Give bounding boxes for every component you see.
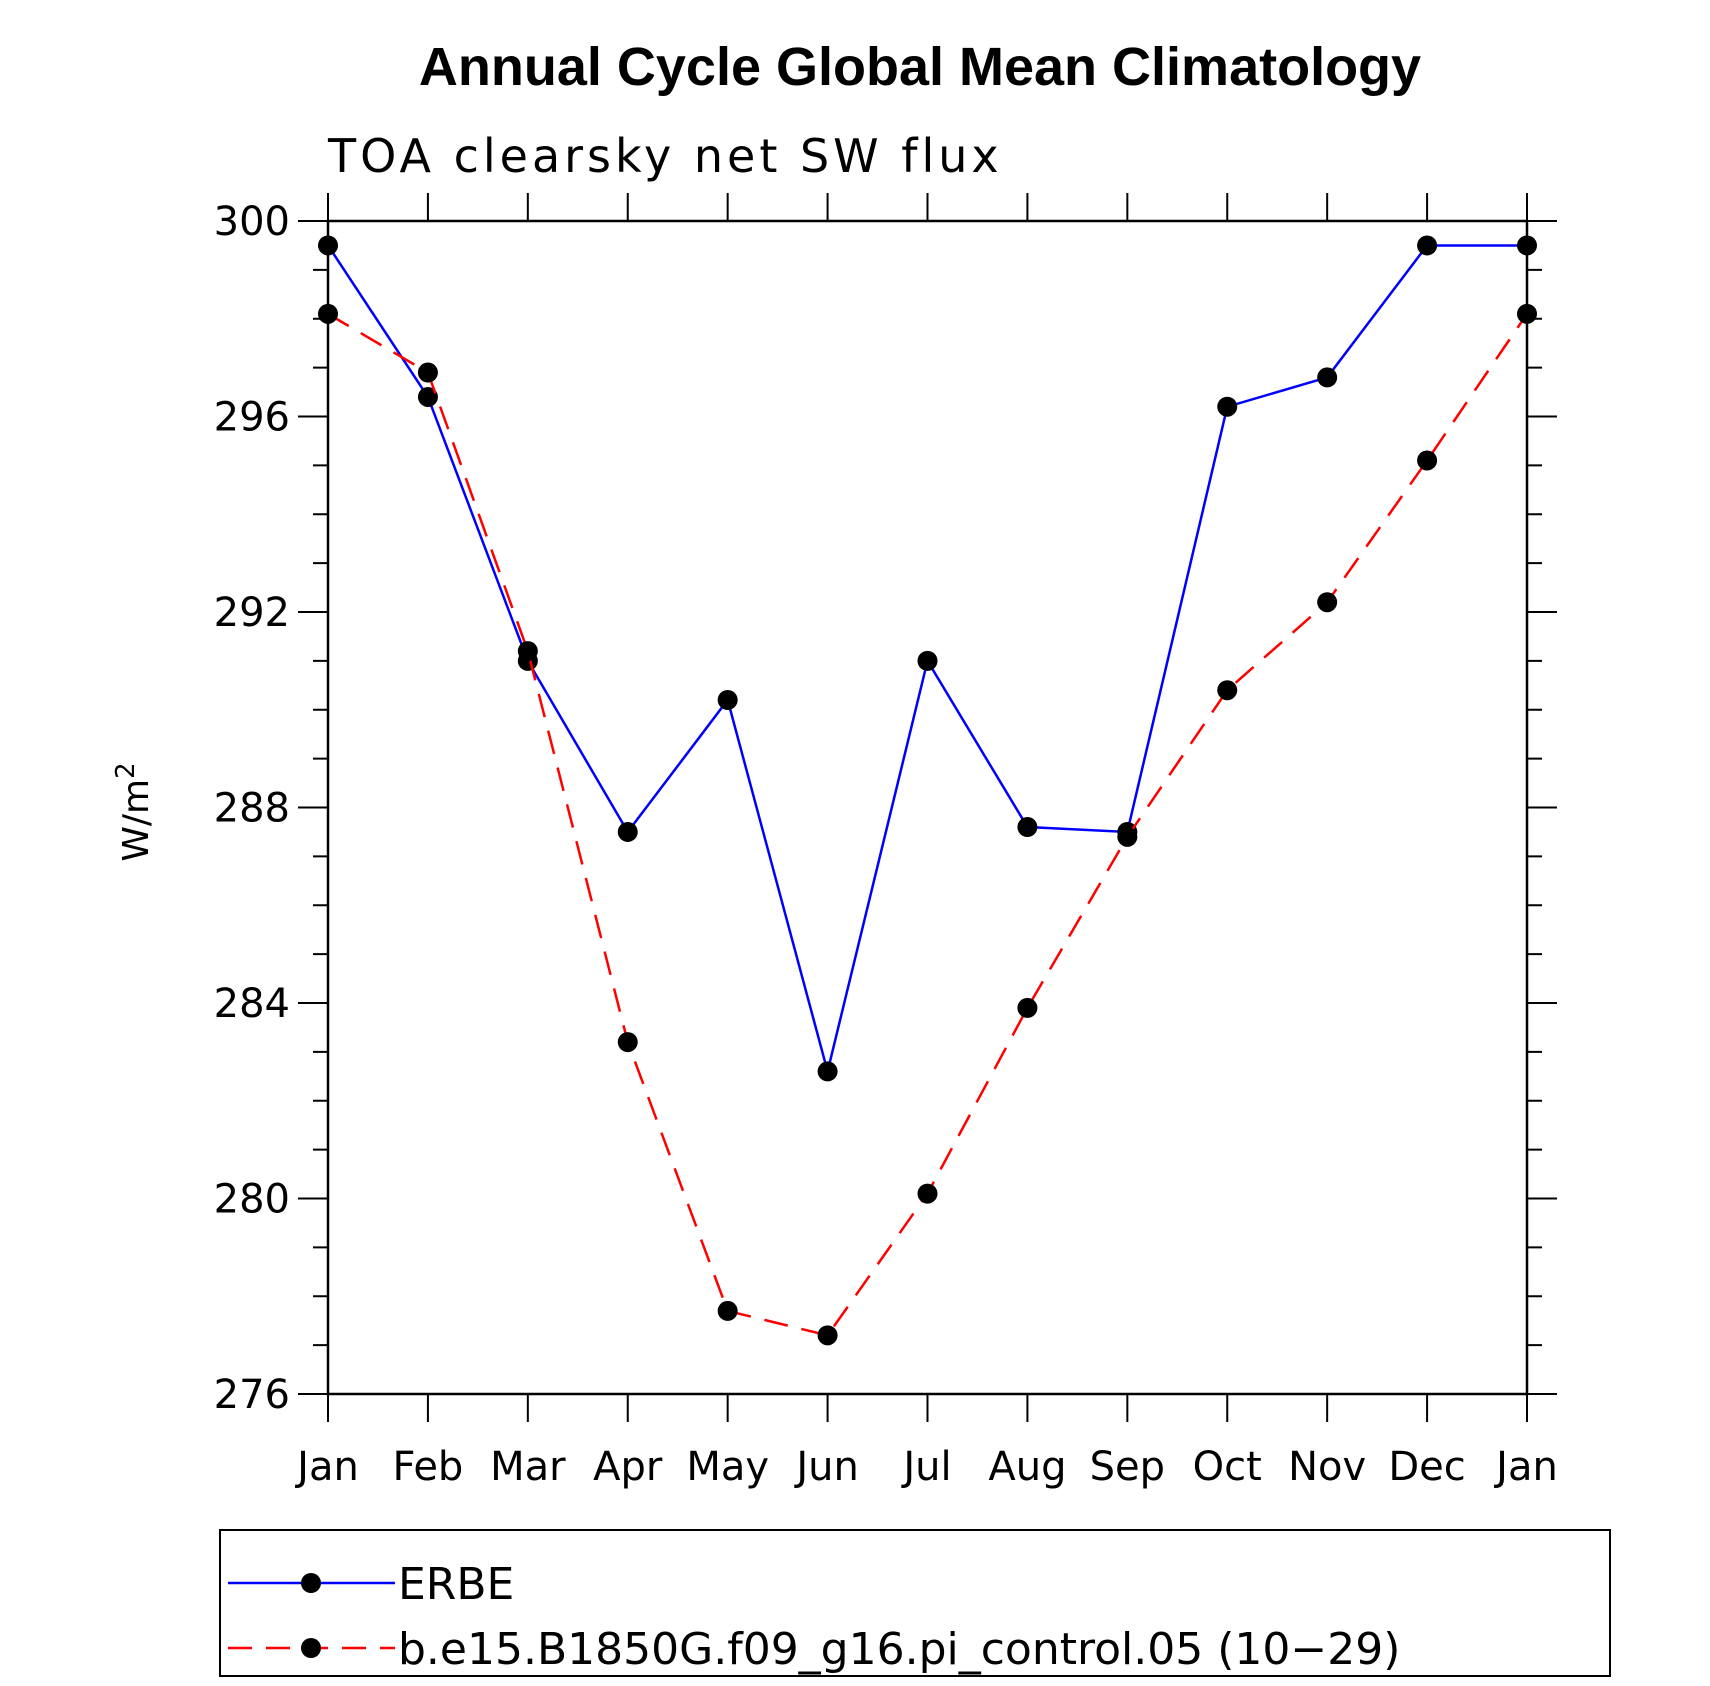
data-point (1117, 826, 1138, 847)
series-1 (318, 235, 1537, 1082)
data-point (717, 689, 738, 710)
y-tick-label: 280 (214, 1177, 290, 1223)
legend: ERBE b.e15.B1850G.f09_g16.pi_control.05 (… (219, 1529, 1611, 1677)
data-point (1317, 592, 1338, 613)
data-point (1517, 303, 1537, 324)
series-line (327, 312, 1529, 1337)
x-tick-label: Dec (1388, 1444, 1465, 1490)
x-tick-label: Jul (900, 1444, 951, 1490)
x-tick-label: Oct (1193, 1444, 1262, 1490)
legend-box (219, 1529, 1611, 1677)
y-tick-label: 284 (214, 981, 290, 1027)
legend-label: ERBE (398, 1559, 514, 1610)
y-tick-label: 300 (214, 199, 290, 245)
data-point (1417, 235, 1438, 256)
data-point (717, 1300, 738, 1321)
series-layer (318, 235, 1537, 1346)
data-point (417, 386, 438, 407)
data-point (1017, 817, 1038, 838)
y-tick-label: 292 (214, 590, 290, 636)
legend-items: ERBE b.e15.B1850G.f09_g16.pi_control.05 (… (228, 1559, 1400, 1675)
x-tick-label: Apr (593, 1444, 663, 1490)
data-point (1417, 450, 1438, 471)
plot-frame (326, 219, 1529, 1396)
chart-title: Annual Cycle Global Mean Climatology (419, 37, 1421, 97)
y-tick-label: 296 (214, 395, 290, 441)
data-point (318, 303, 338, 324)
x-tick-label: Aug (988, 1444, 1066, 1490)
y-tick-label: 288 (214, 786, 290, 832)
y-tick-label: 276 (214, 1372, 290, 1418)
data-point (517, 641, 538, 662)
chart-subtitle: TOA clearsky net SW flux (327, 129, 1003, 183)
data-point (817, 1061, 838, 1082)
data-point (1217, 680, 1238, 701)
legend-marker (301, 1638, 321, 1658)
data-point (917, 1183, 938, 1204)
data-point (617, 821, 638, 842)
y-axis-label-superscript: 2 (111, 762, 141, 779)
x-tick-label: Jan (1493, 1444, 1558, 1490)
data-point (1017, 997, 1038, 1018)
x-tick-label: Feb (393, 1444, 464, 1490)
legend-marker (301, 1573, 321, 1593)
legend-label: b.e15.B1850G.f09_g16.pi_control.05 (10−2… (398, 1624, 1400, 1675)
x-tick-label: Jun (793, 1444, 859, 1490)
data-point (617, 1032, 638, 1053)
y-axis-label: W/m2 (111, 762, 157, 861)
x-tick-label: Nov (1288, 1444, 1366, 1490)
x-tick-label: Sep (1090, 1444, 1165, 1490)
data-point (917, 650, 938, 671)
data-point (1517, 235, 1537, 256)
data-point (318, 235, 338, 256)
data-point (1317, 367, 1338, 388)
x-tick-label: Mar (490, 1444, 566, 1490)
x-tick-label: May (686, 1444, 769, 1490)
x-tick-label: Jan (294, 1444, 359, 1490)
axes: 276 280 284 288 292 296 300 Jan Feb Mar Apr May Jun J… (214, 193, 1558, 1490)
data-point (1217, 396, 1238, 417)
data-point (817, 1325, 838, 1346)
data-point (417, 362, 438, 383)
series-2 (318, 303, 1537, 1346)
y-axis-label-text: W/m (116, 779, 157, 862)
